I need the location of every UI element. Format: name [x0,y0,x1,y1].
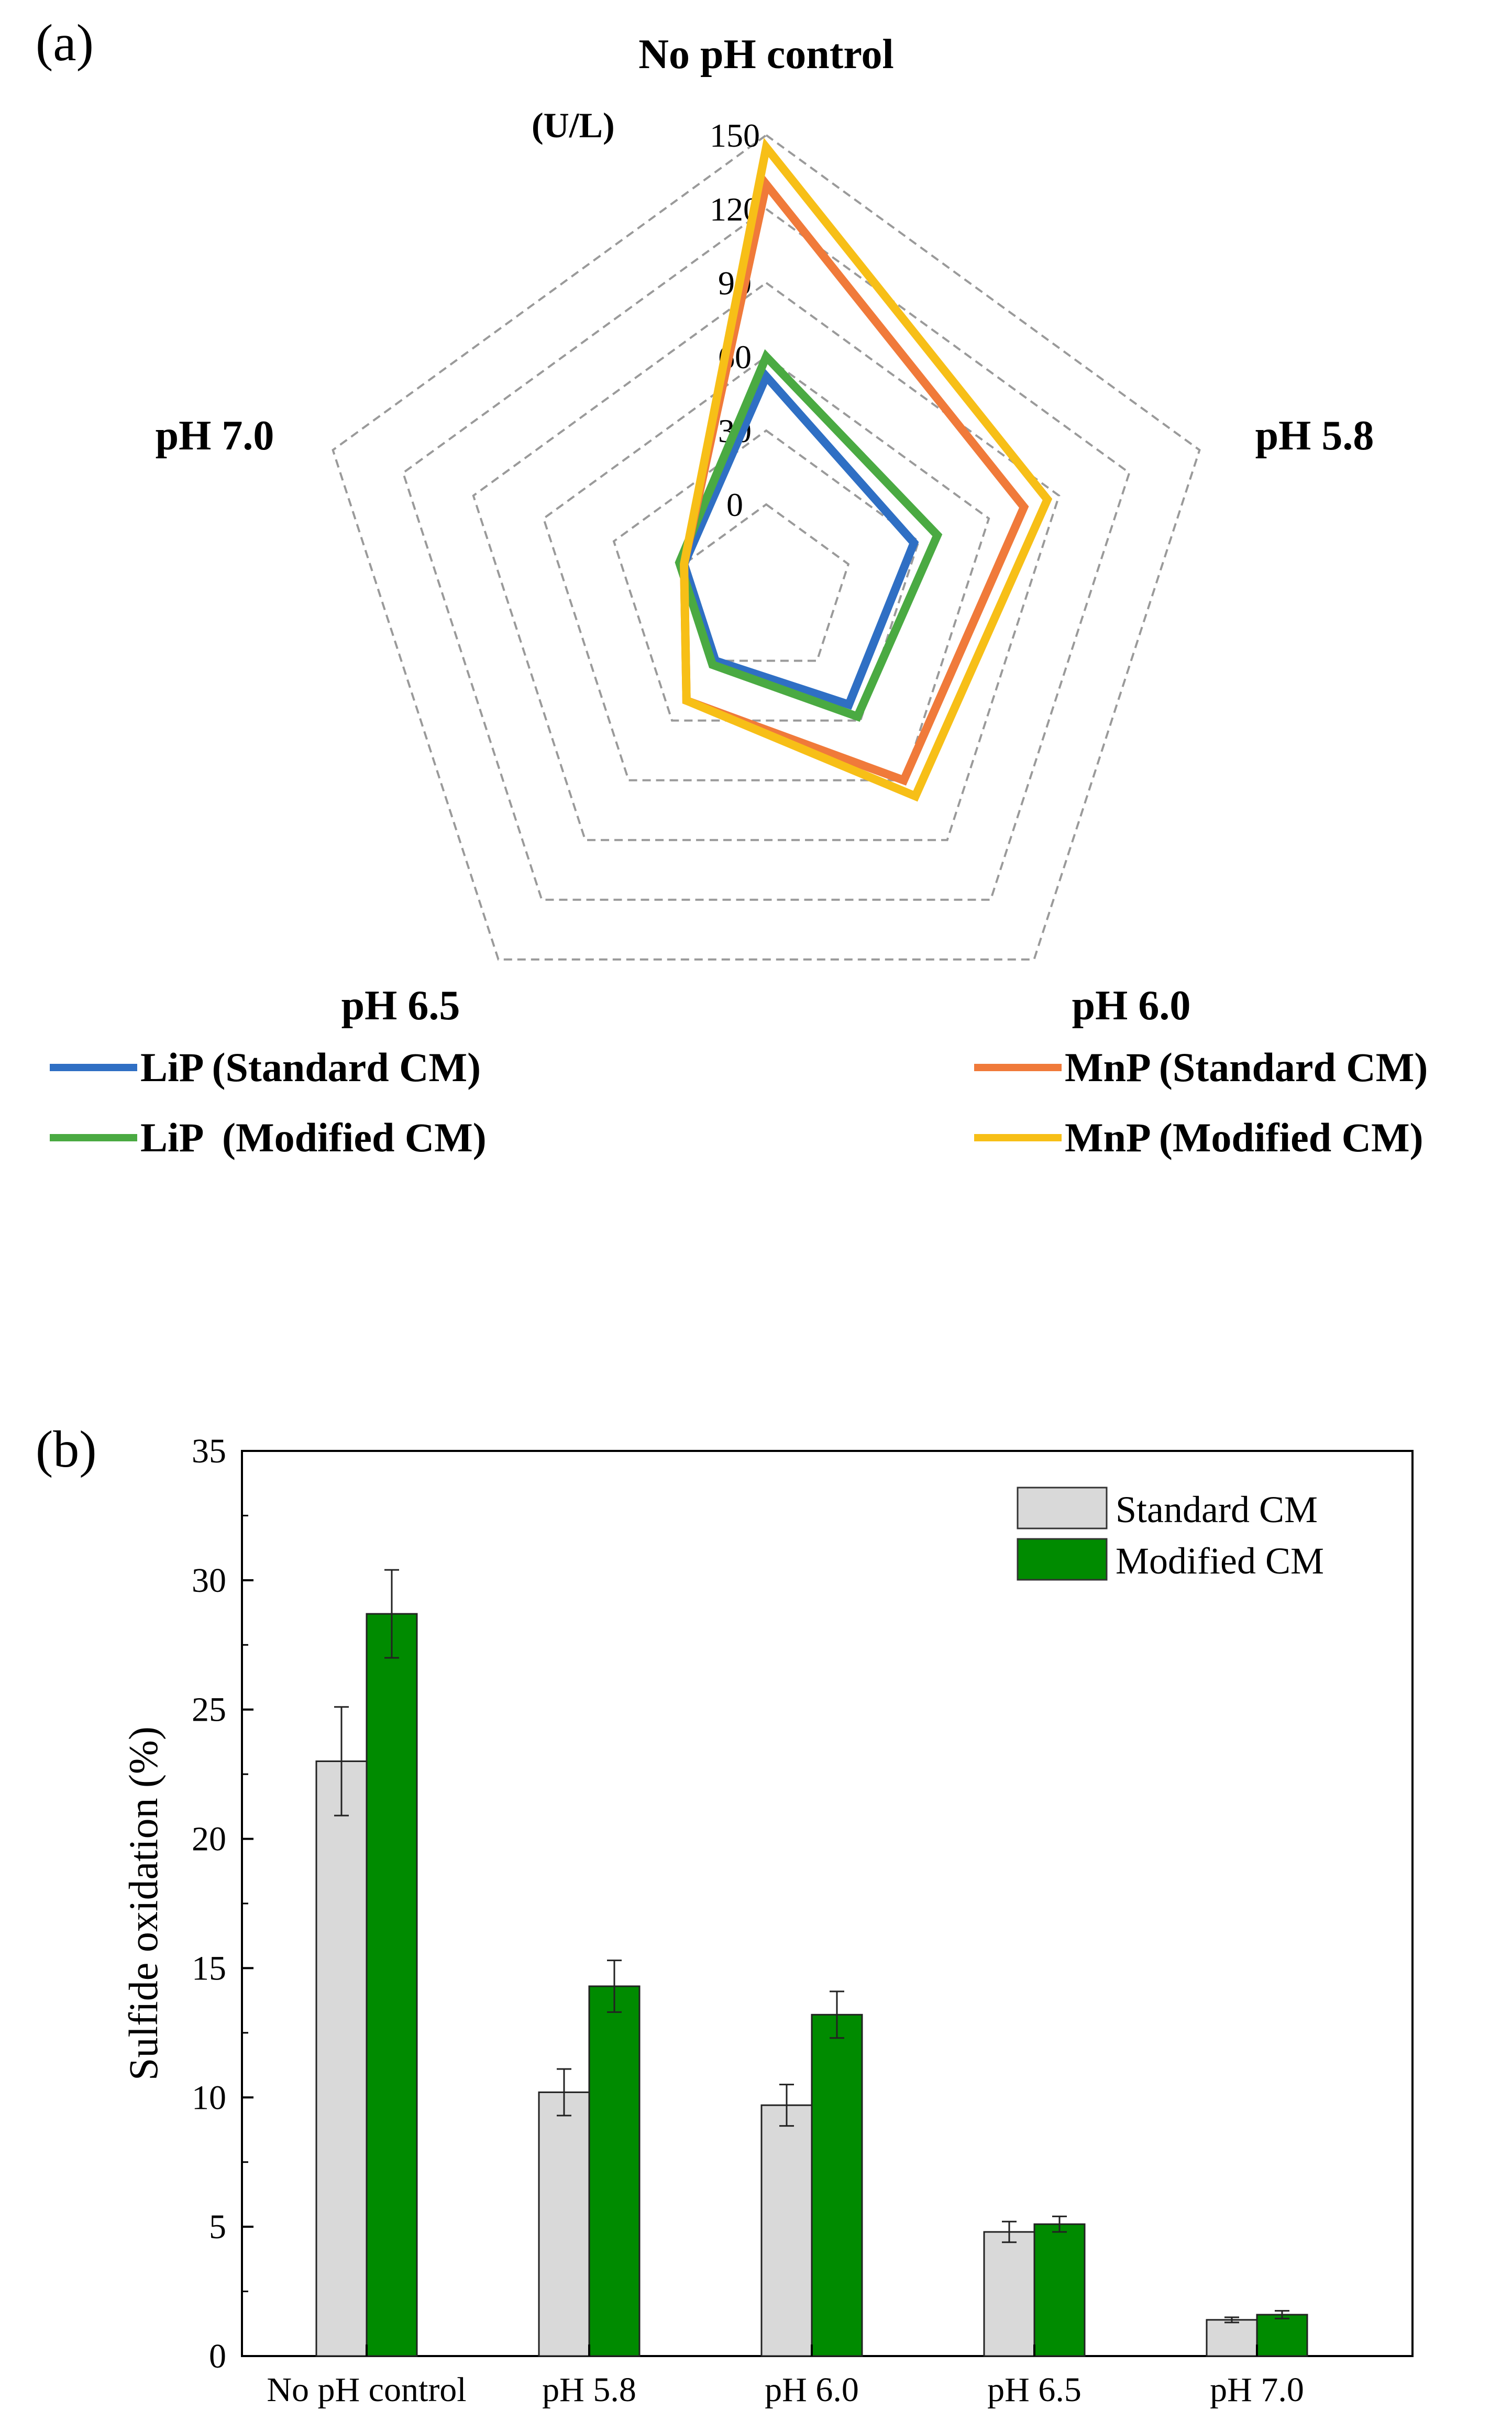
radar-series-lip-standard-cm [679,368,919,710]
radar-unit-label: (U/L) [532,105,615,145]
y-tick-label-0: 0 [209,2337,226,2375]
radar-gridline-60 [542,355,990,782]
radar-axis-label-no-ph-control: No pH control [638,31,893,78]
x-tick-label-ph-5-8: pH 5.8 [542,2371,636,2409]
y-axis-label: Sulfide oxidation (%) [120,1726,166,2081]
radar-axis-label-ph-5-8: pH 5.8 [1255,413,1374,459]
bar-modified-cm-ph-6-5 [1033,2223,1086,2357]
bar-standard-cm-ph-5-8 [538,2091,590,2357]
radar-grid [332,134,1201,961]
bar-chart: (b) 0 5 10 15 20 25 30 35 No pH control pH 5.8 pH… [36,1420,1414,2409]
panel-a-label: (a) [36,14,94,72]
radar-gridline-150 [332,134,1201,961]
y-tick-label-10: 10 [192,2078,226,2117]
y-tick-label-5: 5 [209,2208,226,2246]
bar-modified-cm-ph-5-8 [588,1985,641,2357]
legend-label-standard-cm: Standard CM [1116,1489,1318,1531]
y-axis-ticks: 0 5 10 15 20 25 30 35 [192,1432,253,2375]
radar-axis-label-ph-6-5: pH 6.5 [341,983,460,1029]
radar-legend: LiP (Standard CM) LiP (Modified CM) MnP … [50,1044,1428,1160]
bar-standard-cm-ph-6-5 [983,2231,1035,2357]
legend-label-lip-modified: LiP (Modified CM) [140,1115,487,1160]
y-tick-label-30: 30 [192,1561,226,1600]
x-tick-label-no-ph-control: No pH control [267,2371,466,2409]
panel-b-label: (b) [36,1420,97,1478]
radar-gridline-120 [402,207,1131,901]
y-tick-label-15: 15 [192,1949,226,1987]
bar-standard-cm-no-ph-control [315,1760,368,2357]
legend-item-mnp-modified: MnP (Modified CM) [974,1115,1423,1160]
radar-gridline-0 [682,503,850,662]
bar-legend: Standard CM Modified CM [1017,1487,1324,1582]
legend-item-lip-standard: LiP (Standard CM) [50,1044,481,1090]
legend-swatch-modified-cm [1017,1538,1108,1581]
bar-modified-cm-no-ph-control [366,1613,418,2357]
legend-label-mnp-modified: MnP (Modified CM) [1065,1115,1423,1160]
radar-gridline-90 [472,281,1061,841]
radar-axis-label-ph-7-0: pH 7.0 [156,413,274,459]
legend-item-lip-modified: LiP (Modified CM) [50,1115,487,1160]
bar-modified-cm-ph-7-0 [1256,2314,1308,2357]
bar-standard-cm-ph-7-0 [1206,2319,1258,2357]
radar-series [675,138,1053,802]
x-axis-tick-labels: No pH control pH 5.8 pH 6.0 pH 6.5 pH 7.0 [267,2345,1304,2409]
legend-swatch-standard-cm [1017,1487,1108,1529]
y-tick-label-35: 35 [192,1432,226,1470]
legend-item-mnp-standard: MnP (Standard CM) [974,1044,1428,1090]
bar-standard-cm-ph-6-0 [760,2104,813,2357]
y-tick-label-20: 20 [192,1820,226,1858]
radar-tick-label-0: 0 [726,486,743,523]
x-tick-label-ph-6-5: pH 6.5 [987,2371,1081,2409]
radar-series-mnp-modified-cm [680,138,1053,802]
x-tick-label-ph-7-0: pH 7.0 [1210,2371,1304,2409]
legend-label-mnp-standard: MnP (Standard CM) [1065,1044,1428,1090]
bar-marks [315,1569,1308,2357]
y-tick-label-25: 25 [192,1691,226,1729]
radar-axis-label-ph-6-0: pH 6.0 [1072,983,1191,1029]
x-tick-label-ph-6-0: pH 6.0 [765,2371,859,2409]
radar-axis-labels: No pH control pH 5.8 pH 6.0 pH 6.5 pH 7.… [156,31,1374,1029]
legend-label-modified-cm: Modified CM [1116,1540,1324,1582]
legend-label-lip-standard: LiP (Standard CM) [140,1044,481,1090]
bar-modified-cm-ph-6-0 [811,2013,863,2357]
radar-tick-label-150: 150 [710,117,760,154]
